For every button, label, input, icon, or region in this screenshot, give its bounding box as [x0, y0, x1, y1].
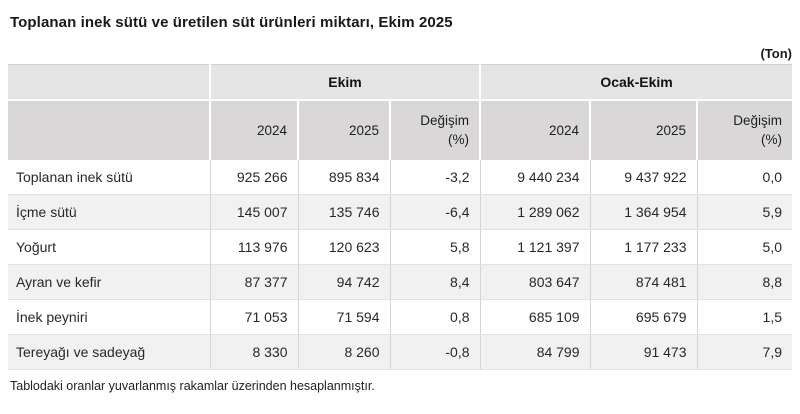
cell: 9 440 234 [479, 159, 591, 195]
row-label: İnek peyniri [8, 299, 210, 335]
cell: 1 289 062 [479, 194, 591, 230]
sub-header-row: 2024 2025 Değişim (%) 2024 2025 Değişim … [8, 99, 793, 160]
cell: 71 053 [209, 299, 298, 335]
cell: 135 746 [297, 194, 390, 230]
cell: 7,9 [696, 334, 793, 370]
cell: 0,0 [696, 159, 793, 195]
col-header-oe-change: Değişim (%) [696, 99, 793, 160]
col-header-ekim-2025: 2025 [297, 99, 390, 160]
cell: 895 834 [297, 159, 390, 195]
col-header-oe-2024: 2024 [479, 99, 591, 160]
group-header-ekim: Ekim [208, 64, 481, 101]
cell: 685 109 [479, 299, 591, 335]
cell: 9 437 922 [589, 159, 698, 195]
cell: -6,4 [389, 194, 481, 230]
change-label: Değişim [420, 113, 470, 128]
cell: -3,2 [389, 159, 481, 195]
table-row: Tereyağı ve sadeyağ 8 330 8 260 -0,8 84 … [8, 334, 793, 370]
table-body: Toplanan inek sütü 925 266 895 834 -3,2 … [8, 159, 793, 370]
cell: 874 481 [589, 264, 698, 300]
corner-cell [8, 64, 210, 101]
cell: 113 976 [209, 229, 298, 265]
change-unit: (%) [448, 132, 470, 147]
col-header-ekim-change: Değişim (%) [388, 99, 481, 160]
cell: 94 742 [297, 264, 390, 300]
cell: 87 377 [209, 264, 298, 300]
col-header-ekim-2024: 2024 [209, 99, 298, 160]
milk-products-table: Ekim Ocak-Ekim 2024 2025 Değişim (%) 202… [8, 64, 793, 370]
cell: 1 121 397 [479, 229, 591, 265]
cell: 8,8 [696, 264, 793, 300]
table-header: Ekim Ocak-Ekim 2024 2025 Değişim (%) 202… [8, 64, 793, 160]
cell: 71 594 [297, 299, 390, 335]
cell: 84 799 [479, 334, 591, 370]
cell: 5,9 [696, 194, 793, 230]
row-label: Toplanan inek sütü [8, 159, 210, 195]
cell: 5,8 [389, 229, 481, 265]
cell: 1 177 233 [589, 229, 698, 265]
group-header-row: Ekim Ocak-Ekim [8, 64, 793, 101]
row-label-header [8, 99, 210, 160]
row-label: Tereyağı ve sadeyağ [8, 334, 210, 370]
page-title: Toplanan inek sütü ve üretilen süt ürünl… [10, 14, 453, 31]
cell: 8 330 [209, 334, 298, 370]
cell: 8 260 [297, 334, 390, 370]
cell: 120 623 [297, 229, 390, 265]
unit-label: (Ton) [760, 46, 792, 61]
footnote: Tablodaki oranlar yuvarlanmış rakamlar ü… [10, 379, 375, 393]
cell: 8,4 [389, 264, 481, 300]
cell: 1,5 [696, 299, 793, 335]
row-label: İçme sütü [8, 194, 210, 230]
group-header-ocak-ekim: Ocak-Ekim [479, 64, 793, 101]
cell: 803 647 [479, 264, 591, 300]
cell: -0,8 [389, 334, 481, 370]
change-label: Değişim [733, 113, 783, 128]
table-row: Yoğurt 113 976 120 623 5,8 1 121 397 1 1… [8, 229, 793, 265]
table-row: Ayran ve kefir 87 377 94 742 8,4 803 647… [8, 264, 793, 300]
col-header-oe-2025: 2025 [589, 99, 698, 160]
table-row: İçme sütü 145 007 135 746 -6,4 1 289 062… [8, 194, 793, 230]
cell: 145 007 [209, 194, 298, 230]
cell: 5,0 [696, 229, 793, 265]
cell: 1 364 954 [589, 194, 698, 230]
change-unit: (%) [761, 132, 783, 147]
row-label: Ayran ve kefir [8, 264, 210, 300]
row-label: Yoğurt [8, 229, 210, 265]
table-row: Toplanan inek sütü 925 266 895 834 -3,2 … [8, 159, 793, 195]
cell: 695 679 [589, 299, 698, 335]
cell: 925 266 [209, 159, 298, 195]
cell: 91 473 [589, 334, 698, 370]
table-row: İnek peyniri 71 053 71 594 0,8 685 109 6… [8, 299, 793, 335]
cell: 0,8 [389, 299, 481, 335]
